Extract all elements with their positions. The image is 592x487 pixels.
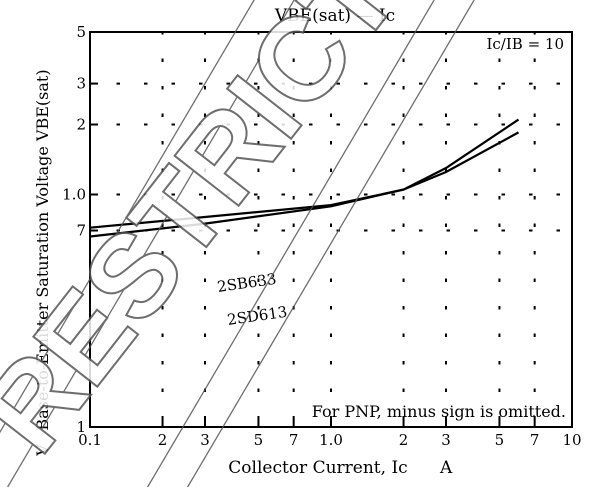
- x-tick-labels: 0.1 2 3 5 7 1.0 2 3 5 7 10: [78, 419, 582, 449]
- x-axis-unit: A: [439, 458, 453, 478]
- x-tick-label-8: 5: [495, 431, 505, 449]
- x-tick-label-9: 7: [530, 431, 540, 449]
- series-label-2sd613: 2SD613: [226, 303, 288, 329]
- x-tick-label-6: 2: [399, 431, 409, 449]
- y-axis-unit: V: [33, 444, 52, 457]
- y-tick-label-5: 5: [76, 23, 86, 41]
- y-tick-label-1: 7: [76, 222, 86, 240]
- x-tick-label-0: 0.1: [78, 431, 102, 449]
- series-line-2sd613: [89, 131, 520, 238]
- pnp-note: For PNP, minus sign is omitted.: [312, 402, 566, 421]
- y-tick-label-3: 2: [76, 116, 86, 134]
- x-tick-label-4: 7: [289, 431, 299, 449]
- y-tick-label-2: 1.0: [62, 186, 86, 204]
- y-tick-label-4: 3: [76, 75, 86, 93]
- condition-label: Ic/IB = 10: [486, 35, 564, 53]
- grid-lines: [89, 31, 573, 428]
- x-axis-title: Collector Current, Ic: [228, 458, 407, 478]
- x-tick-label-7: 3: [441, 431, 451, 449]
- series-layer: [89, 118, 520, 238]
- x-tick-label-3: 5: [254, 431, 264, 449]
- x-tick-label-1: 2: [158, 431, 168, 449]
- x-tick-label-2: 3: [200, 431, 210, 449]
- y-axis-title: Base-to-Emitter Saturation Voltage VBE(s…: [33, 69, 52, 430]
- chart-title: VBE(sat) — Ic: [274, 6, 395, 26]
- y-tick-labels: 1 7 1.0 2 3 5: [62, 23, 98, 436]
- x-tick-label-5: 1.0: [319, 431, 343, 449]
- x-tick-label-10: 10: [562, 431, 581, 449]
- y-tick-label-0: 1: [76, 418, 86, 436]
